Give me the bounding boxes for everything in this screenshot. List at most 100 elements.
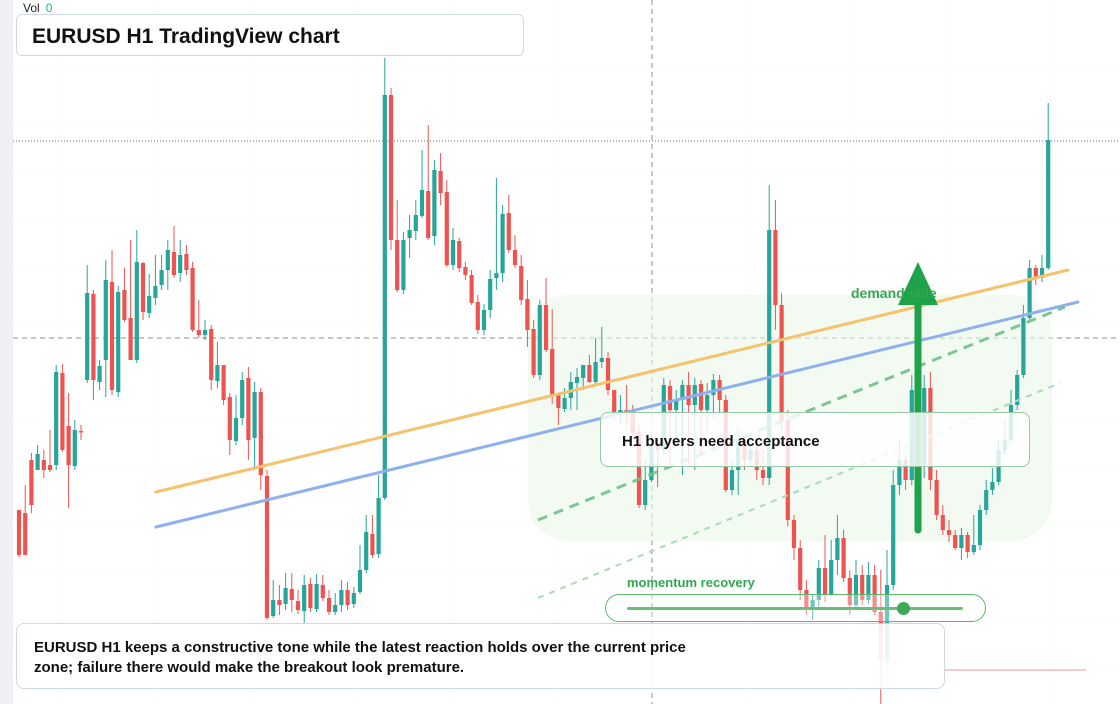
candle bbox=[550, 309, 555, 404]
candle bbox=[196, 300, 201, 338]
candle bbox=[872, 565, 877, 615]
candle bbox=[853, 560, 859, 610]
candle bbox=[481, 304, 487, 335]
candle bbox=[91, 290, 96, 400]
candle-body bbox=[953, 535, 958, 548]
candle-body bbox=[147, 296, 152, 313]
momentum-slider[interactable] bbox=[605, 594, 986, 622]
candle-body bbox=[401, 240, 406, 290]
candle bbox=[47, 430, 53, 472]
candle-body bbox=[35, 454, 40, 470]
candle bbox=[860, 565, 865, 605]
candle bbox=[990, 468, 995, 495]
candle-body bbox=[581, 365, 586, 378]
candle bbox=[457, 238, 462, 272]
candle bbox=[791, 515, 797, 560]
candle-body bbox=[463, 267, 468, 275]
candle-body bbox=[41, 460, 46, 470]
chart-title: EURUSD H1 TradingView chart bbox=[32, 25, 340, 48]
candle-body bbox=[785, 420, 790, 520]
candle-body bbox=[370, 534, 375, 555]
candle-body bbox=[395, 240, 400, 290]
candle-body bbox=[60, 373, 65, 450]
candle-body bbox=[72, 430, 77, 466]
candle bbox=[252, 382, 257, 470]
candle-body bbox=[773, 230, 778, 305]
candle bbox=[934, 470, 939, 520]
candle bbox=[109, 250, 115, 395]
candle-body bbox=[23, 513, 28, 555]
candle bbox=[85, 265, 90, 383]
candle-body bbox=[190, 268, 195, 330]
candle bbox=[984, 480, 989, 515]
candle bbox=[599, 327, 604, 368]
candle-body bbox=[407, 230, 412, 238]
candle bbox=[866, 562, 871, 604]
candle bbox=[822, 535, 828, 602]
candle bbox=[587, 355, 592, 383]
candle bbox=[438, 153, 443, 205]
candle-body bbox=[971, 545, 976, 552]
candle-body bbox=[264, 476, 270, 618]
candle-body bbox=[320, 585, 325, 598]
candle-body bbox=[450, 240, 456, 265]
candle bbox=[283, 573, 288, 610]
candle bbox=[128, 240, 133, 360]
candle-body bbox=[388, 95, 394, 240]
arrow-head bbox=[898, 262, 938, 305]
candle-body bbox=[1015, 375, 1020, 405]
zone-label: demand side bbox=[851, 285, 937, 301]
candle bbox=[295, 590, 301, 614]
candle bbox=[277, 585, 282, 615]
candle bbox=[16, 510, 22, 557]
candle-body bbox=[587, 365, 592, 382]
candle-body bbox=[494, 273, 499, 278]
candle bbox=[258, 388, 263, 490]
candle-body bbox=[308, 584, 313, 608]
momentum-thumb[interactable] bbox=[896, 602, 910, 615]
candle bbox=[426, 125, 431, 240]
candle bbox=[1033, 265, 1038, 285]
candle bbox=[140, 262, 146, 320]
candle-body bbox=[469, 275, 474, 303]
candle bbox=[227, 393, 232, 455]
candle-body bbox=[333, 605, 338, 612]
candle-body bbox=[419, 190, 425, 216]
candle bbox=[525, 280, 530, 347]
candle-body bbox=[277, 600, 282, 605]
candle bbox=[605, 352, 611, 395]
candle-body bbox=[302, 585, 307, 611]
candle-body bbox=[984, 490, 989, 510]
candle-body bbox=[289, 589, 294, 600]
candle bbox=[103, 260, 108, 397]
candle-body bbox=[153, 286, 158, 298]
volume-indicator: Vol 0 bbox=[23, 1, 52, 15]
candle-body bbox=[109, 282, 115, 390]
candle bbox=[351, 587, 356, 608]
candle-body bbox=[16, 510, 22, 555]
candle-body bbox=[686, 385, 691, 405]
candle-body bbox=[729, 470, 735, 490]
candle bbox=[401, 232, 406, 294]
candle-body bbox=[357, 570, 363, 592]
candle bbox=[320, 575, 325, 601]
candle bbox=[959, 528, 964, 560]
candle-body bbox=[438, 171, 443, 193]
candle bbox=[35, 445, 40, 470]
candle bbox=[773, 200, 778, 330]
candle bbox=[556, 395, 561, 425]
candle bbox=[333, 593, 338, 615]
candle bbox=[153, 255, 158, 305]
candle bbox=[841, 530, 846, 582]
candle bbox=[159, 255, 164, 290]
candle-body bbox=[605, 358, 611, 390]
candle bbox=[264, 470, 270, 620]
candle-body bbox=[866, 575, 871, 600]
candle-body bbox=[314, 584, 319, 609]
candle bbox=[339, 580, 344, 612]
candle-body bbox=[246, 378, 251, 440]
candle-body bbox=[680, 385, 685, 400]
candle bbox=[370, 515, 375, 558]
candle-body bbox=[209, 329, 214, 380]
candle bbox=[190, 262, 195, 332]
